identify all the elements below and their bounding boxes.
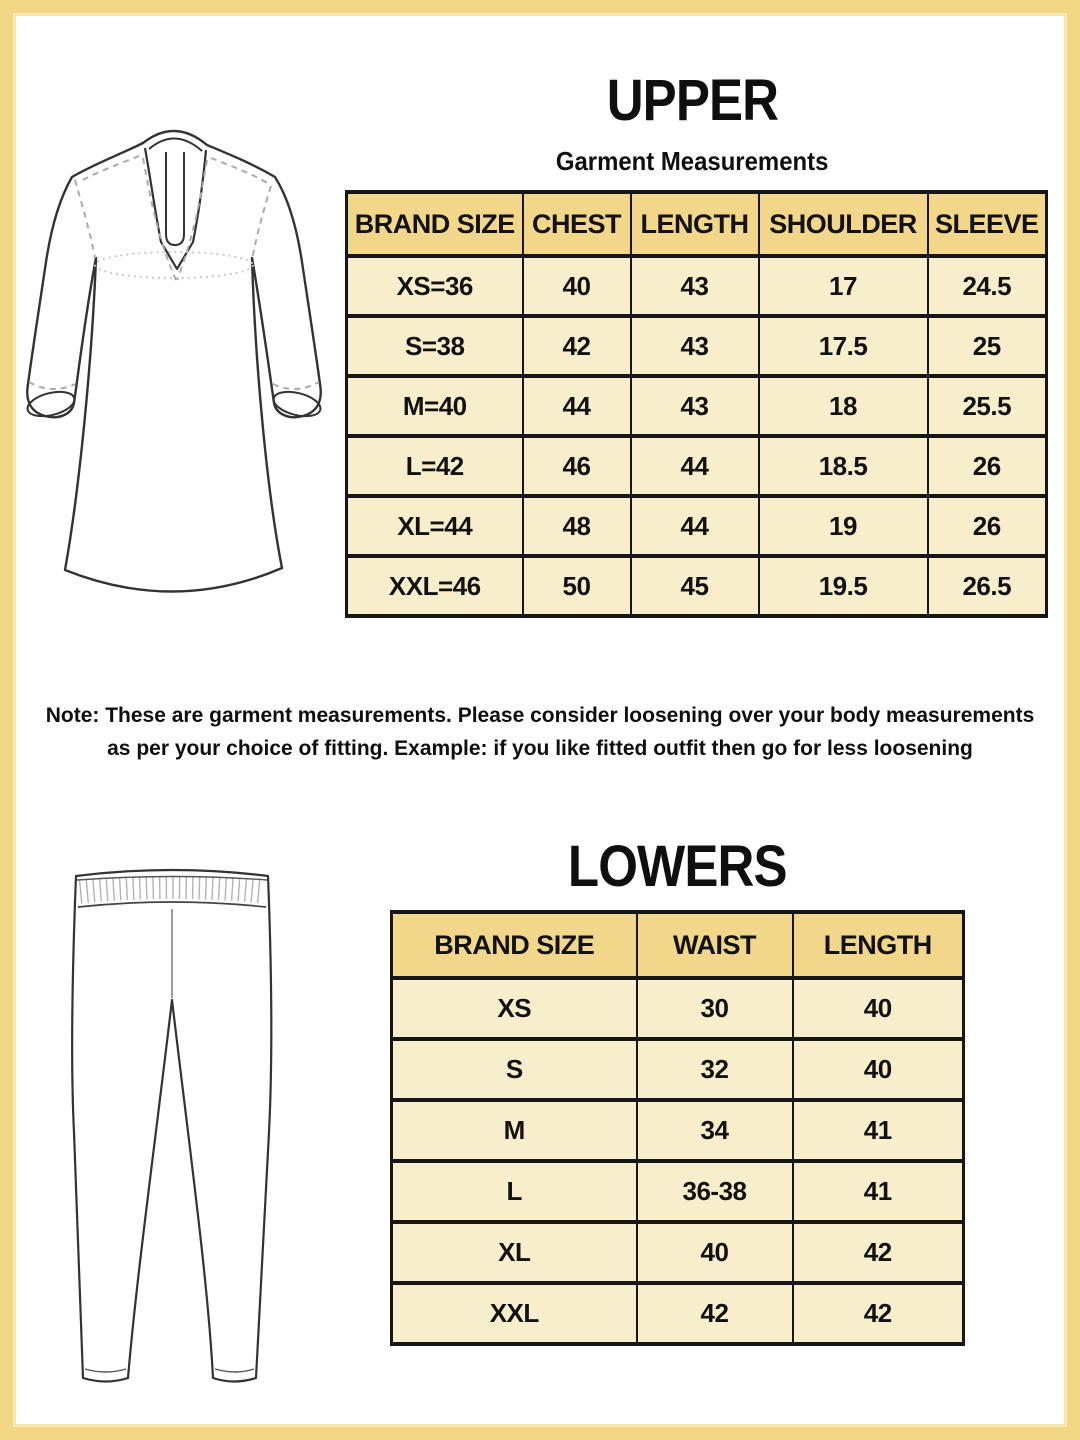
cell-sleeve: 24.5 [926,254,1048,318]
upper-col-chest: CHEST [521,190,632,258]
kurta-chest-dotted-line [94,251,254,279]
kurta-seam-dashed-lines [28,155,320,390]
upper-table-header-row: BRAND SIZE CHEST LENGTH SHOULDER SLEEVE [345,190,1048,258]
pants-left-hem-line [84,1368,127,1373]
pants-waistband-bottom-line [77,901,267,908]
cell-shoulder: 17.5 [757,314,929,378]
table-row: L=42 46 44 18.5 26 [345,434,1048,498]
cell-waist: 40 [635,1220,794,1285]
pants-waistband-top-line [76,875,268,881]
lowers-title-text: LOWERS [568,834,788,899]
cell-chest: 48 [521,494,632,558]
cell-length: 43 [629,254,760,318]
cell-chest: 40 [521,254,632,318]
table-row: XS 30 40 [390,976,965,1041]
cell-size: S [390,1037,638,1102]
pants-illustration [70,868,273,1383]
upper-col-length: LENGTH [629,190,760,258]
cell-length: 45 [629,554,760,618]
table-row: L 36-38 41 [390,1159,965,1224]
table-row: XL 40 42 [390,1220,965,1285]
kurta-left-cuff [26,390,76,418]
pants-right-hem-line [214,1368,255,1373]
cell-length: 41 [791,1159,965,1224]
cell-length: 40 [791,1037,965,1102]
cell-sleeve: 25 [926,314,1048,378]
lowers-col-length: LENGTH [791,910,965,980]
cell-size: XXL=46 [345,554,524,618]
upper-subtitle-text: Garment Measurements [556,146,829,176]
upper-section-title: UPPER [345,72,1040,130]
lowers-col-waist: WAIST [635,910,794,980]
cell-length: 44 [629,494,760,558]
cell-chest: 42 [521,314,632,378]
cell-size: L [390,1159,638,1224]
cell-length: 43 [629,374,760,438]
cell-shoulder: 18 [757,374,929,438]
cell-waist: 34 [635,1098,794,1163]
cell-chest: 46 [521,434,632,498]
kurta-illustration [26,129,322,593]
cell-length: 44 [629,434,760,498]
cell-shoulder: 17 [757,254,929,318]
cell-shoulder: 19.5 [757,554,929,618]
lowers-size-table: BRAND SIZE WAIST LENGTH XS 30 40 S 32 40… [390,910,965,1346]
cell-shoulder: 18.5 [757,434,929,498]
table-row: S 32 40 [390,1037,965,1102]
cell-waist: 32 [635,1037,794,1102]
cell-waist: 30 [635,976,794,1041]
cell-size: XS=36 [345,254,524,318]
cell-sleeve: 26 [926,494,1048,558]
cell-size: L=42 [345,434,524,498]
kurta-placket-inner [165,152,185,247]
lowers-table-header-row: BRAND SIZE WAIST LENGTH [390,910,965,980]
cell-length: 42 [791,1220,965,1285]
lowers-section-title: LOWERS [390,838,965,896]
table-row: XL=44 48 44 19 26 [345,494,1048,558]
cell-size: XL [390,1220,638,1285]
upper-col-brand-size: BRAND SIZE [345,190,524,258]
cell-size: XS [390,976,638,1041]
table-row: S=38 42 43 17.5 25 [345,314,1048,378]
cell-chest: 44 [521,374,632,438]
upper-title-text: UPPER [606,68,779,133]
cell-sleeve: 26.5 [926,554,1048,618]
cell-length: 43 [629,314,760,378]
cell-sleeve: 25.5 [926,374,1048,438]
upper-col-sleeve: SLEEVE [926,190,1048,258]
cell-waist: 36-38 [635,1159,794,1224]
cell-size: S=38 [345,314,524,378]
kurta-collar-inner-line [148,137,203,152]
cell-size: M [390,1098,638,1163]
cell-size: M=40 [345,374,524,438]
upper-section-subtitle: Garment Measurements [345,148,1040,174]
pants-outline [70,868,273,1383]
cell-size: XL=44 [345,494,524,558]
cell-chest: 50 [521,554,632,618]
cell-length: 41 [791,1098,965,1163]
note-line-2: as per your choice of fitting. Example: … [107,736,973,760]
kurta-right-cuff [272,390,322,418]
cell-shoulder: 19 [757,494,929,558]
cell-size: XXL [390,1281,638,1346]
kurta-body-outline [26,129,322,593]
table-row: XXL=46 50 45 19.5 26.5 [345,554,1048,618]
note-line-1: Note: These are garment measurements. Pl… [45,704,1035,727]
table-row: XXL 42 42 [390,1281,965,1346]
cell-length: 40 [791,976,965,1041]
cell-length: 42 [791,1281,965,1346]
table-row: M=40 44 43 18 25.5 [345,374,1048,438]
upper-size-table: BRAND SIZE CHEST LENGTH SHOULDER SLEEVE … [345,190,1048,618]
cell-sleeve: 26 [926,434,1048,498]
cell-waist: 42 [635,1281,794,1346]
lowers-col-brand-size: BRAND SIZE [390,910,638,980]
upper-col-shoulder: SHOULDER [757,190,929,258]
table-row: XS=36 40 43 17 24.5 [345,254,1048,318]
table-row: M 34 41 [390,1098,965,1163]
measurement-note: Note: These are garment measurements. Pl… [40,700,1040,765]
